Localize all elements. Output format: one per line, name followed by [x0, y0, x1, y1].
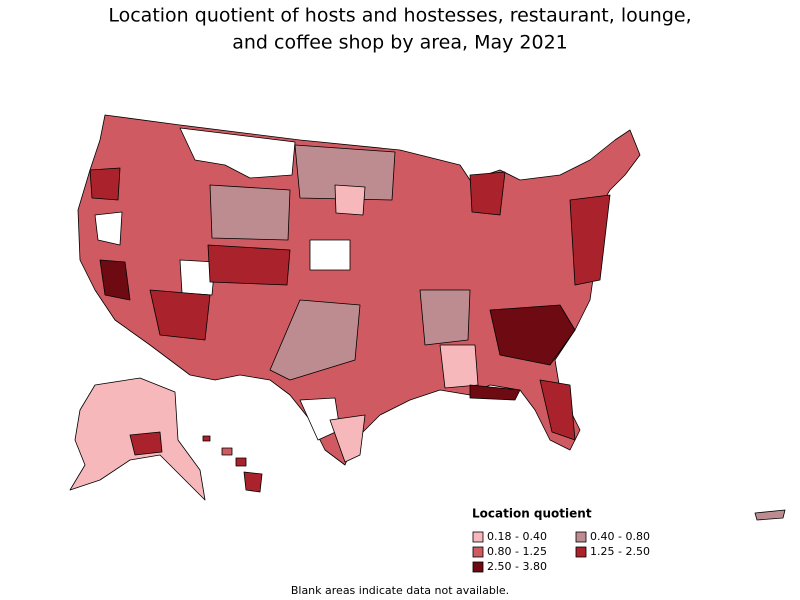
map-region [89, 167, 121, 201]
legend-label: 2.50 - 3.80 [487, 560, 547, 573]
map-region [243, 471, 263, 493]
map-region [209, 184, 291, 241]
map-region [569, 194, 611, 286]
blank-region [179, 259, 216, 296]
map-region [754, 509, 786, 521]
map-region [489, 304, 576, 366]
map [69, 114, 786, 521]
legend-swatch [472, 561, 484, 573]
legend-label: 0.80 - 1.25 [487, 545, 547, 558]
blank-region [94, 211, 123, 246]
map-region [221, 447, 233, 456]
legend-swatch [472, 531, 484, 543]
map-region [539, 379, 576, 441]
map-title: Location quotient of hosts and hostesses… [108, 5, 691, 27]
legend-swatch [575, 531, 587, 543]
legend-label: 0.18 - 0.40 [487, 530, 547, 543]
map-region [439, 344, 479, 389]
legend-title: Location quotient [472, 507, 592, 521]
map-region [294, 144, 396, 201]
map-region [469, 171, 506, 216]
map-region [99, 259, 131, 301]
map-region [334, 184, 366, 216]
blank-region [179, 127, 296, 179]
legend-label: 0.40 - 0.80 [590, 530, 650, 543]
map-region [202, 435, 211, 442]
legend: Location quotient 0.18 - 0.40 0.40 - 0.80… [472, 507, 650, 574]
footnote: Blank areas indicate data not available. [291, 584, 509, 597]
legend-label: 1.25 - 2.50 [590, 545, 650, 558]
map-region [207, 244, 291, 286]
map-title: and coffee shop by area, May 2021 [232, 32, 568, 54]
map-region [235, 457, 247, 467]
map-region [419, 289, 471, 346]
map-region [149, 289, 211, 341]
legend-swatch [472, 546, 484, 558]
map-region [329, 414, 366, 463]
map-region [129, 431, 163, 456]
map-region [269, 299, 361, 381]
blank-region [309, 239, 351, 271]
legend-swatch [575, 546, 587, 558]
map-region [469, 384, 521, 401]
